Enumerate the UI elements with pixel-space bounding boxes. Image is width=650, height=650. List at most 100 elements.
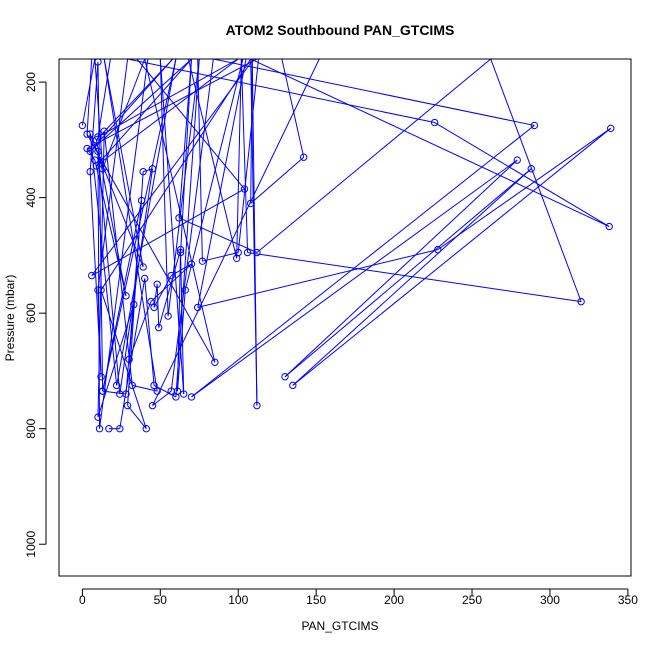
x-tick-label: 350 bbox=[618, 593, 638, 607]
data-point bbox=[97, 286, 105, 294]
series-segment bbox=[490, 59, 582, 302]
series-segment bbox=[97, 304, 135, 418]
series-segment bbox=[170, 59, 214, 392]
series-segment bbox=[97, 59, 239, 138]
data-point bbox=[83, 130, 91, 138]
data-point bbox=[527, 165, 535, 173]
plot-frame bbox=[58, 58, 632, 577]
series-segment bbox=[128, 304, 135, 360]
data-point bbox=[100, 127, 108, 135]
data-point bbox=[94, 413, 102, 421]
data-point bbox=[139, 263, 147, 271]
series-segment bbox=[250, 59, 610, 227]
data-point bbox=[153, 280, 161, 288]
y-tick-label: 400 bbox=[24, 187, 38, 207]
series-segment bbox=[187, 59, 238, 259]
data-point bbox=[607, 124, 615, 133]
y-axis-label: Pressure (mbar) bbox=[3, 275, 17, 362]
data-point bbox=[577, 297, 585, 306]
series-segment bbox=[89, 61, 99, 172]
series-segment bbox=[236, 59, 242, 259]
data-point bbox=[434, 245, 442, 254]
data-point bbox=[289, 381, 297, 390]
data-point bbox=[98, 165, 107, 173]
data-point bbox=[97, 373, 105, 381]
data-point bbox=[155, 323, 163, 332]
series-segment bbox=[240, 59, 249, 253]
series-segment bbox=[158, 249, 182, 328]
plot-area bbox=[78, 59, 615, 433]
data-point bbox=[86, 130, 94, 138]
data-point bbox=[150, 381, 158, 390]
series-segment bbox=[281, 59, 305, 158]
data-point bbox=[299, 153, 308, 161]
y-tick-label: 200 bbox=[24, 72, 38, 92]
series-segment bbox=[119, 278, 146, 429]
series-segment bbox=[178, 217, 258, 253]
series-segment bbox=[237, 59, 259, 253]
data-point bbox=[198, 257, 207, 265]
series-segment bbox=[89, 59, 192, 152]
x-axis: 0 50 100 150 200 250 300 350 bbox=[79, 588, 638, 607]
series-segment bbox=[434, 122, 610, 227]
data-point bbox=[172, 393, 180, 401]
data-point bbox=[122, 292, 130, 300]
series-segment bbox=[127, 405, 147, 430]
series-segment bbox=[202, 252, 239, 262]
data-point bbox=[105, 424, 113, 433]
data-point bbox=[175, 214, 183, 222]
data-point bbox=[148, 165, 157, 173]
series-segment bbox=[91, 188, 245, 277]
series-segment bbox=[86, 59, 258, 149]
data-point bbox=[179, 390, 188, 398]
data-point bbox=[240, 185, 249, 193]
data-point bbox=[125, 355, 133, 364]
x-tick-label: 150 bbox=[306, 593, 326, 607]
series-segment bbox=[136, 59, 245, 190]
series-segment bbox=[156, 284, 160, 328]
data-point bbox=[211, 358, 219, 366]
data-point bbox=[94, 59, 102, 66]
data-point bbox=[142, 424, 150, 433]
data-point bbox=[153, 387, 161, 395]
data-point bbox=[137, 196, 146, 205]
data-point bbox=[98, 387, 107, 395]
series-segment bbox=[96, 59, 192, 167]
data-point bbox=[243, 248, 252, 257]
data-point bbox=[148, 401, 157, 410]
series-segment bbox=[89, 134, 118, 386]
x-tick-label: 50 bbox=[154, 593, 168, 607]
data-point bbox=[181, 286, 189, 294]
series-segment bbox=[97, 131, 105, 418]
data-point bbox=[150, 303, 158, 312]
data-point bbox=[128, 381, 136, 390]
series-segment bbox=[103, 131, 133, 386]
data-point bbox=[187, 393, 196, 401]
series-segment bbox=[191, 125, 535, 398]
data-point bbox=[176, 245, 185, 254]
series-segment bbox=[103, 59, 158, 392]
series-segment bbox=[81, 59, 96, 126]
series-segment bbox=[153, 384, 177, 398]
series-segment bbox=[284, 168, 532, 378]
series-segment bbox=[180, 59, 192, 253]
data-point bbox=[187, 260, 196, 268]
series-segment bbox=[247, 252, 582, 303]
series-segment bbox=[191, 159, 518, 398]
data-point bbox=[123, 401, 132, 410]
data-point bbox=[167, 387, 175, 395]
data-point bbox=[253, 401, 261, 410]
y-axis: 200 400 600 800 1000 bbox=[24, 72, 47, 558]
data-point bbox=[122, 390, 130, 398]
data-point bbox=[513, 156, 521, 164]
series-segment bbox=[153, 275, 172, 308]
series-segment bbox=[284, 159, 518, 378]
series-segment bbox=[250, 59, 253, 204]
data-point bbox=[247, 199, 255, 208]
data-point bbox=[88, 271, 96, 280]
series-segment bbox=[86, 59, 93, 135]
series-segment bbox=[144, 278, 155, 386]
data-point bbox=[116, 424, 124, 433]
series-segment bbox=[97, 151, 121, 395]
data-point bbox=[167, 271, 175, 280]
